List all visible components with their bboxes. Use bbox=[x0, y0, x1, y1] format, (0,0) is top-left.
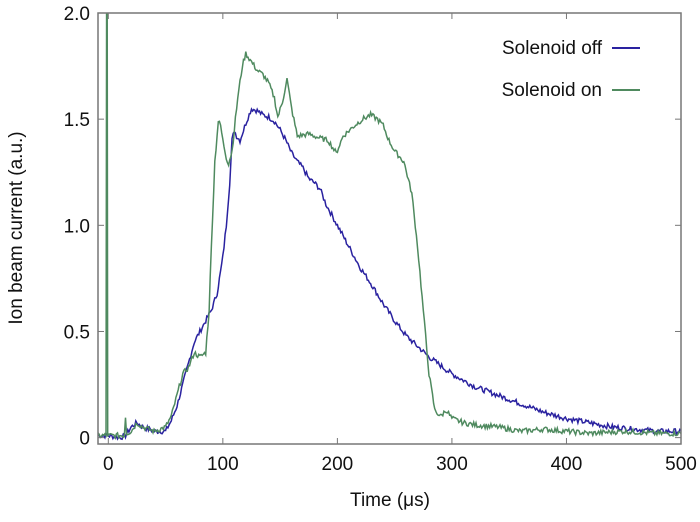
x-axis-label: Time (μs) bbox=[350, 490, 430, 511]
series-line-solenoid-on bbox=[98, 13, 681, 441]
y-tick-label: 0.5 bbox=[64, 322, 90, 343]
y-axis-label: Ion beam current (a.u.) bbox=[6, 131, 27, 324]
legend-label-solenoid-on: Solenoid on bbox=[502, 80, 602, 101]
x-tick-label: 300 bbox=[436, 454, 468, 475]
x-tick-label: 0 bbox=[103, 454, 114, 475]
y-tick-label: 1.0 bbox=[64, 216, 90, 237]
x-tick-label: 500 bbox=[665, 454, 697, 475]
legend: Solenoid off Solenoid on bbox=[502, 38, 640, 101]
plot-frame bbox=[97, 12, 682, 445]
y-tick-label: 0 bbox=[79, 429, 90, 450]
series-line-solenoid-off bbox=[98, 107, 681, 441]
y-tick-label: 1.5 bbox=[64, 110, 90, 131]
series-layer bbox=[98, 13, 681, 441]
y-tick-label: 2.0 bbox=[64, 4, 90, 25]
x-tick-label: 100 bbox=[207, 454, 239, 475]
ticks-layer: 0 100 200 300 400 500 0 0.5 1.0 1.5 2.0 bbox=[64, 4, 697, 475]
x-tick-label: 400 bbox=[551, 454, 583, 475]
x-tick-label: 200 bbox=[322, 454, 354, 475]
legend-label-solenoid-off: Solenoid off bbox=[502, 38, 603, 59]
